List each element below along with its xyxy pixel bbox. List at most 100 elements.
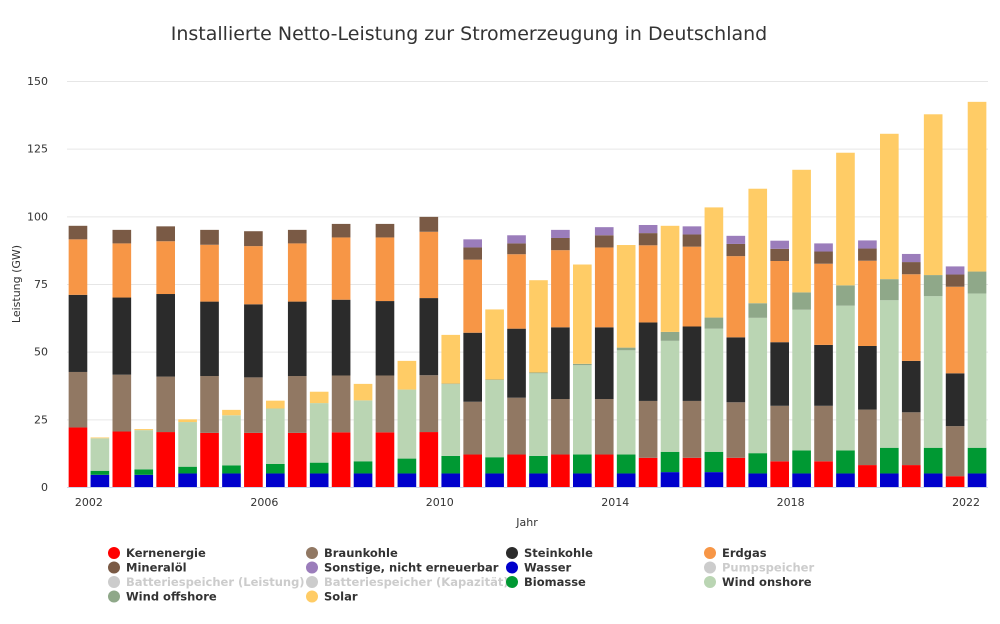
bar-segment-wasser-2013[interactable] (573, 473, 592, 487)
bar-segment-erdgas-2002[interactable] (68, 239, 88, 295)
bar-segment-wind-onshore-2018[interactable] (792, 309, 811, 451)
bar-segment-biomasse-2002[interactable] (90, 470, 110, 475)
bar-segment-kernenergie-2017[interactable] (726, 457, 746, 487)
bar-segment-erdgas-2010[interactable] (419, 231, 439, 299)
bar-segment-steinkohle-2009[interactable] (375, 301, 395, 376)
legend-item[interactable]: Solar (306, 590, 358, 604)
bar-segment-solar-2019[interactable] (836, 152, 855, 286)
bar-segment-erdgas-2011[interactable] (463, 259, 482, 333)
bar-segment-braunkohle-2021[interactable] (901, 412, 921, 466)
legend-item[interactable]: Wasser (506, 561, 572, 575)
bar-segment-mineralöl-2003[interactable] (112, 229, 132, 244)
bar-segment-steinkohle-2016[interactable] (682, 326, 702, 401)
bar-segment-steinkohle-2021[interactable] (901, 360, 921, 413)
bar-segment-solar-2014[interactable] (616, 245, 636, 348)
bar-segment-solar-2018[interactable] (792, 169, 811, 293)
bar-segment-biomasse-2010[interactable] (441, 455, 461, 474)
bar-segment-kernenergie-2004[interactable] (156, 432, 175, 487)
bar-segment-mineralöl-2007[interactable] (287, 229, 307, 244)
bar-segment-erdgas-2012[interactable] (507, 254, 526, 329)
bar-segment-kernenergie-2003[interactable] (112, 431, 132, 487)
bar-segment-wind-offshore-2015[interactable] (660, 331, 680, 341)
bar-segment-biomasse-2012[interactable] (529, 455, 548, 474)
bar-segment-mineralöl-2021[interactable] (901, 262, 921, 275)
bar-segment-kernenergie-2007[interactable] (287, 432, 307, 487)
bar-segment-wind-onshore-2022[interactable] (967, 293, 987, 448)
bar-segment-sonstige-nicht-erneuerbar-2016[interactable] (682, 226, 702, 235)
bar-segment-wind-offshore-2014[interactable] (616, 347, 636, 351)
bar-segment-biomasse-2003[interactable] (134, 469, 154, 475)
legend-item[interactable]: Steinkohle (506, 546, 593, 560)
bar-segment-wind-onshore-2012[interactable] (529, 373, 548, 456)
bar-segment-wind-offshore-2018[interactable] (792, 292, 811, 310)
bar-segment-biomasse-2007[interactable] (309, 462, 329, 474)
bar-segment-wasser-2014[interactable] (616, 473, 636, 487)
bar-segment-braunkohle-2017[interactable] (726, 402, 746, 458)
bar-segment-kernenergie-2005[interactable] (200, 432, 219, 487)
bar-segment-solar-2009[interactable] (397, 360, 417, 390)
bar-segment-mineralöl-2010[interactable] (419, 216, 439, 232)
bar-segment-kernenergie-2022[interactable] (945, 476, 965, 487)
bar-segment-braunkohle-2009[interactable] (375, 375, 395, 433)
bar-segment-kernenergie-2008[interactable] (331, 432, 351, 487)
bar-segment-solar-2013[interactable] (573, 264, 592, 364)
bar-segment-biomasse-2004[interactable] (178, 466, 197, 474)
legend-item[interactable]: Batteriespeicher (Kapazität) (306, 575, 509, 589)
bar-segment-wind-offshore-2016[interactable] (704, 317, 724, 329)
bar-segment-wind-onshore-2015[interactable] (660, 340, 680, 452)
bar-segment-mineralöl-2017[interactable] (726, 243, 746, 257)
bar-segment-braunkohle-2008[interactable] (331, 375, 351, 433)
bar-segment-solar-2016[interactable] (704, 207, 724, 318)
bar-segment-wasser-2003[interactable] (134, 474, 154, 487)
bar-segment-biomasse-2017[interactable] (748, 453, 768, 474)
bar-segment-erdgas-2015[interactable] (638, 245, 658, 323)
bar-segment-solar-2011[interactable] (485, 309, 504, 380)
bar-segment-steinkohle-2017[interactable] (726, 337, 746, 403)
bar-segment-sonstige-nicht-erneuerbar-2014[interactable] (594, 227, 614, 236)
legend-item[interactable]: Mineralöl (108, 561, 187, 575)
bar-segment-sonstige-nicht-erneuerbar-2019[interactable] (814, 243, 833, 252)
bar-segment-wind-onshore-2003[interactable] (134, 430, 154, 470)
bar-segment-steinkohle-2004[interactable] (156, 294, 175, 377)
bar-segment-wind-onshore-2020[interactable] (880, 300, 899, 448)
bar-segment-wind-onshore-2014[interactable] (616, 350, 636, 455)
bar-segment-wasser-2010[interactable] (441, 473, 461, 487)
bar-segment-kernenergie-2010[interactable] (419, 432, 439, 487)
bar-segment-kernenergie-2009[interactable] (375, 432, 395, 487)
bar-segment-mineralöl-2011[interactable] (463, 247, 482, 260)
bar-segment-braunkohle-2005[interactable] (200, 376, 219, 433)
bar-segment-mineralöl-2013[interactable] (551, 237, 570, 251)
bar-segment-solar-2003[interactable] (134, 429, 154, 431)
bar-segment-wasser-2019[interactable] (836, 473, 855, 487)
bar-segment-mineralöl-2020[interactable] (858, 248, 877, 261)
bar-segment-mineralöl-2018[interactable] (770, 248, 789, 261)
bar-segment-solar-2004[interactable] (178, 419, 197, 423)
bar-segment-mineralöl-2015[interactable] (638, 233, 658, 246)
bar-segment-steinkohle-2003[interactable] (112, 297, 132, 375)
bar-segment-steinkohle-2011[interactable] (463, 332, 482, 402)
bar-segment-erdgas-2005[interactable] (200, 244, 219, 302)
bar-segment-steinkohle-2006[interactable] (244, 304, 263, 378)
bar-segment-biomasse-2015[interactable] (660, 451, 680, 473)
bar-segment-solar-2022[interactable] (967, 101, 987, 272)
bar-segment-erdgas-2018[interactable] (770, 260, 789, 343)
bar-segment-kernenergie-2015[interactable] (638, 457, 658, 487)
bar-segment-kernenergie-2013[interactable] (551, 454, 570, 487)
bar-segment-wasser-2011[interactable] (485, 473, 504, 487)
bar-segment-wasser-2022[interactable] (967, 473, 987, 487)
legend-item[interactable]: Erdgas (704, 546, 767, 560)
bar-segment-wind-offshore-2019[interactable] (836, 285, 855, 306)
bar-segment-steinkohle-2013[interactable] (551, 327, 570, 400)
bar-segment-braunkohle-2010[interactable] (419, 375, 439, 433)
bar-segment-erdgas-2016[interactable] (682, 246, 702, 327)
bar-segment-braunkohle-2020[interactable] (858, 409, 877, 466)
bar-segment-wind-onshore-2004[interactable] (178, 422, 197, 467)
bar-segment-erdgas-2017[interactable] (726, 256, 746, 338)
bar-segment-mineralöl-2009[interactable] (375, 223, 395, 238)
bar-segment-kernenergie-2006[interactable] (244, 432, 263, 487)
bar-segment-mineralöl-2008[interactable] (331, 223, 351, 238)
bar-segment-mineralöl-2014[interactable] (594, 235, 614, 248)
bar-segment-sonstige-nicht-erneuerbar-2012[interactable] (507, 235, 526, 244)
legend-item[interactable]: Wind onshore (704, 575, 812, 589)
bar-segment-steinkohle-2002[interactable] (68, 294, 88, 372)
